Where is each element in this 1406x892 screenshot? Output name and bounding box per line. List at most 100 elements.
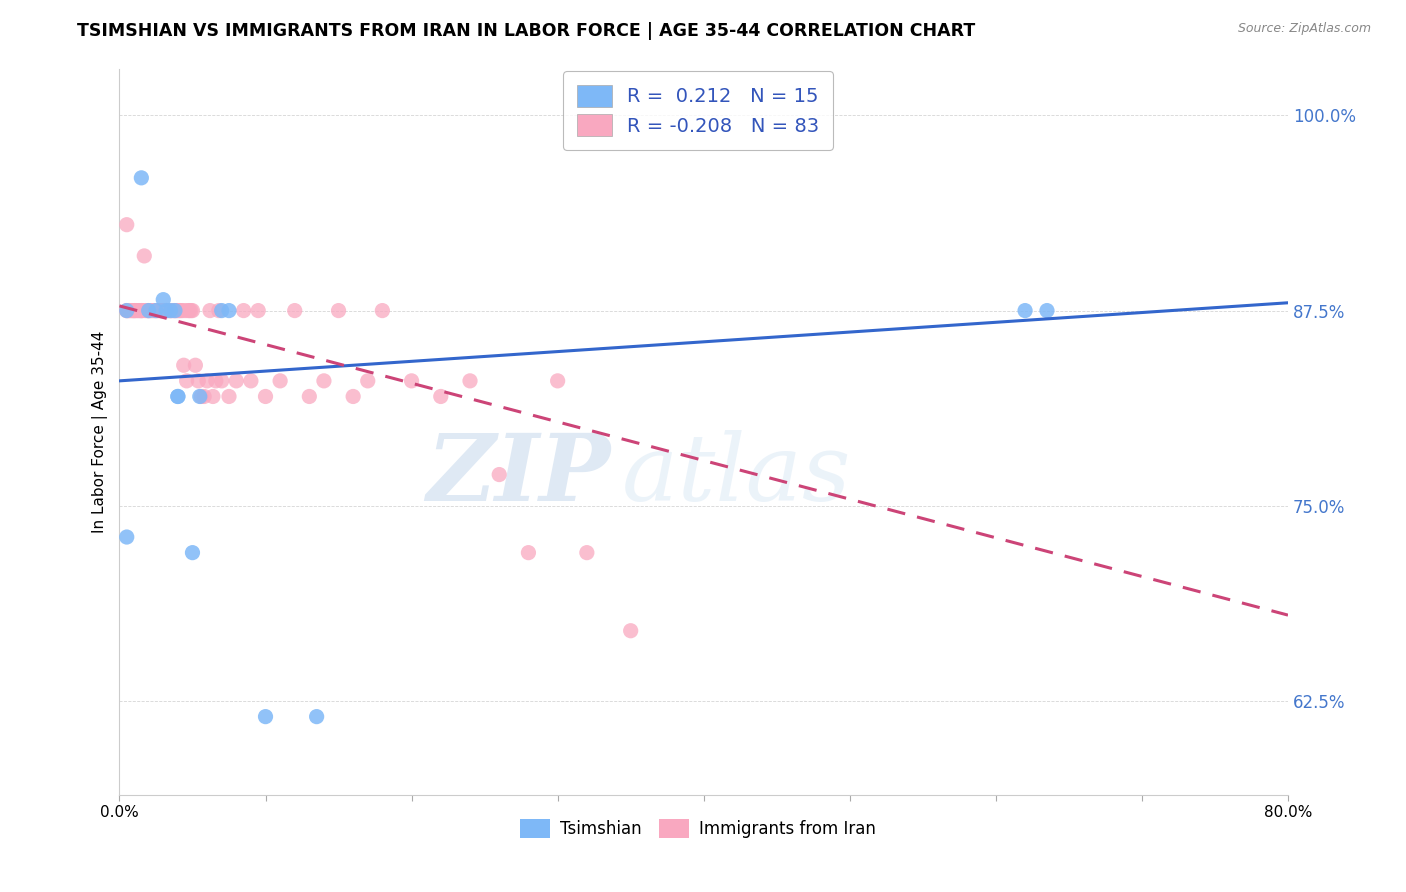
- Point: [298, 389, 321, 403]
- Point: [139, 303, 162, 318]
- Point: [149, 303, 172, 318]
- Point: [152, 293, 174, 307]
- Point: [118, 303, 141, 318]
- Point: [165, 303, 187, 318]
- Point: [152, 303, 174, 318]
- Point: [193, 389, 215, 403]
- Y-axis label: In Labor Force | Age 35-44: In Labor Force | Age 35-44: [93, 330, 108, 533]
- Point: [150, 303, 173, 318]
- Text: ZIP: ZIP: [426, 430, 610, 520]
- Point: [156, 303, 179, 318]
- Point: [121, 303, 143, 318]
- Point: [179, 303, 201, 318]
- Point: [1036, 303, 1059, 318]
- Point: [155, 303, 177, 318]
- Point: [160, 303, 183, 318]
- Point: [122, 303, 145, 318]
- Point: [620, 624, 643, 638]
- Point: [211, 374, 233, 388]
- Point: [458, 374, 481, 388]
- Point: [218, 389, 240, 403]
- Point: [132, 303, 155, 318]
- Point: [254, 709, 277, 723]
- Point: [167, 303, 190, 318]
- Point: [205, 374, 228, 388]
- Point: [547, 374, 569, 388]
- Point: [167, 389, 190, 403]
- Point: [145, 303, 167, 318]
- Point: [176, 374, 198, 388]
- Point: [125, 303, 148, 318]
- Point: [430, 389, 453, 403]
- Point: [153, 303, 176, 318]
- Point: [146, 303, 169, 318]
- Point: [172, 303, 194, 318]
- Point: [136, 303, 159, 318]
- Point: [1014, 303, 1036, 318]
- Legend: Tsimshian, Immigrants from Iran: Tsimshian, Immigrants from Iran: [513, 812, 882, 845]
- Text: atlas: atlas: [621, 430, 852, 520]
- Point: [145, 303, 167, 318]
- Point: [131, 303, 153, 318]
- Point: [269, 374, 291, 388]
- Point: [138, 303, 160, 318]
- Point: [177, 303, 200, 318]
- Point: [128, 303, 150, 318]
- Point: [181, 546, 204, 560]
- Point: [198, 303, 221, 318]
- Point: [157, 303, 180, 318]
- Point: [148, 303, 170, 318]
- Point: [371, 303, 394, 318]
- Point: [218, 303, 240, 318]
- Point: [187, 374, 209, 388]
- Point: [195, 374, 218, 388]
- Point: [115, 303, 138, 318]
- Point: [117, 303, 139, 318]
- Point: [115, 530, 138, 544]
- Point: [401, 374, 423, 388]
- Point: [188, 389, 211, 403]
- Point: [201, 389, 224, 403]
- Point: [181, 303, 204, 318]
- Point: [159, 303, 181, 318]
- Text: Source: ZipAtlas.com: Source: ZipAtlas.com: [1237, 22, 1371, 36]
- Point: [163, 303, 186, 318]
- Point: [131, 170, 153, 185]
- Point: [122, 303, 145, 318]
- Point: [143, 303, 166, 318]
- Point: [184, 358, 207, 372]
- Point: [141, 303, 163, 318]
- Point: [135, 303, 157, 318]
- Point: [211, 303, 233, 318]
- Point: [167, 389, 190, 403]
- Point: [305, 709, 328, 723]
- Point: [254, 389, 277, 403]
- Point: [173, 358, 195, 372]
- Point: [115, 303, 138, 318]
- Point: [124, 303, 146, 318]
- Point: [174, 303, 197, 318]
- Point: [488, 467, 510, 482]
- Point: [138, 303, 160, 318]
- Point: [342, 389, 364, 403]
- Point: [357, 374, 380, 388]
- Point: [517, 546, 540, 560]
- Point: [247, 303, 270, 318]
- Point: [131, 303, 153, 318]
- Point: [127, 303, 149, 318]
- Point: [225, 374, 247, 388]
- Point: [328, 303, 350, 318]
- Point: [575, 546, 598, 560]
- Point: [134, 249, 156, 263]
- Point: [115, 303, 138, 318]
- Point: [142, 303, 165, 318]
- Text: TSIMSHIAN VS IMMIGRANTS FROM IRAN IN LABOR FORCE | AGE 35-44 CORRELATION CHART: TSIMSHIAN VS IMMIGRANTS FROM IRAN IN LAB…: [77, 22, 976, 40]
- Point: [232, 303, 254, 318]
- Point: [208, 303, 231, 318]
- Point: [162, 303, 184, 318]
- Point: [138, 303, 160, 318]
- Point: [284, 303, 307, 318]
- Point: [169, 303, 191, 318]
- Point: [170, 303, 193, 318]
- Point: [120, 303, 142, 318]
